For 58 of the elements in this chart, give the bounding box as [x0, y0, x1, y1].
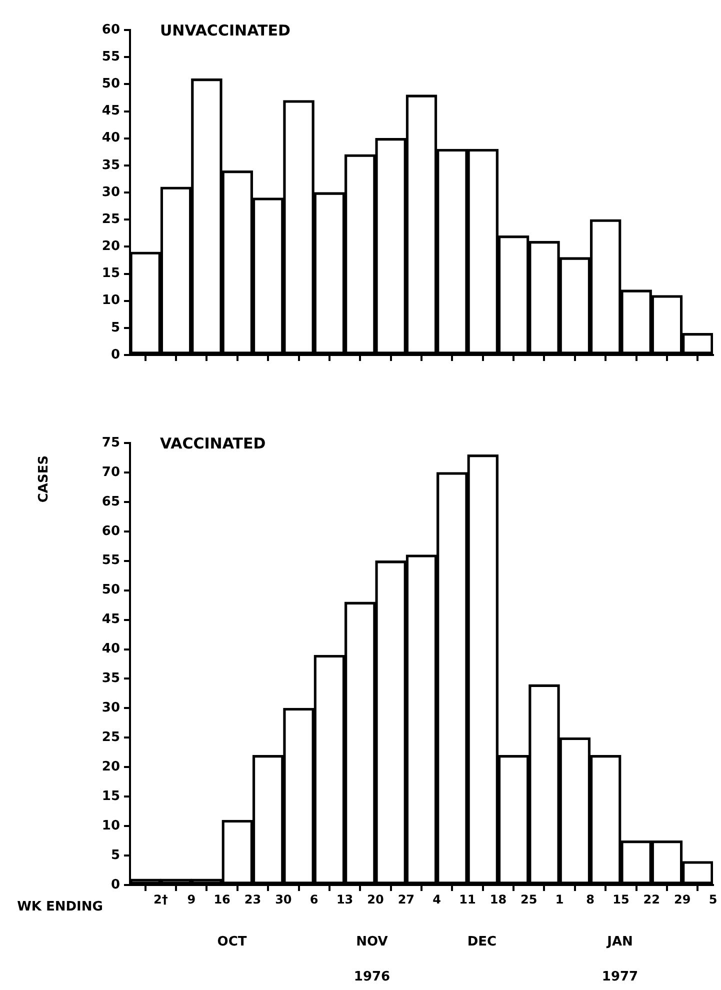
y-tick-label: 50 [102, 582, 120, 598]
text: 1977 [602, 969, 638, 984]
x-tick-label: 15 [612, 892, 630, 906]
x-tick-label: 27 [398, 892, 415, 906]
y-tick-label: 15 [102, 788, 120, 804]
y-tick-label: 5 [110, 848, 120, 863]
x-tick-label: 11 [459, 892, 476, 906]
y-tick-label: 15 [102, 266, 120, 282]
text: JAN [606, 934, 633, 950]
x-tick-label: 2† [154, 892, 168, 906]
y-tick-label: 55 [102, 553, 120, 568]
y-tick-label: 40 [102, 642, 120, 657]
y-tick-label: 75 [102, 435, 120, 450]
y-tick-label: 0 [110, 347, 120, 362]
x-tick-label: 23 [244, 892, 262, 906]
y-axis-title: CASES [36, 455, 52, 503]
x-tick-label: 9 [187, 892, 196, 906]
x-tick-label: 29 [674, 892, 691, 906]
x-tick-label: 4 [432, 892, 442, 906]
x-tick-label: 25 [520, 892, 538, 906]
y-tick-label: 55 [102, 49, 120, 64]
text: WK ENDING [17, 899, 103, 914]
y-tick-label: 35 [102, 158, 120, 173]
y-tick-label: 10 [102, 293, 120, 308]
text: DEC [467, 934, 497, 950]
x-tick-label: 18 [490, 892, 507, 906]
x-tick-label: 16 [214, 892, 230, 906]
y-tick-label: 30 [102, 700, 120, 716]
text: OCT [217, 934, 247, 950]
y-tick-label: 35 [102, 671, 120, 686]
y-tick-label: 0 [110, 877, 120, 892]
x-tick-label: 1 [555, 892, 564, 906]
y-tick-label: 40 [102, 130, 120, 146]
y-tick-label: 5 [110, 320, 120, 336]
y-tick-label: 70 [102, 464, 120, 480]
chart-title: UNVACCINATED [160, 21, 290, 40]
y-tick-label: 60 [102, 524, 120, 539]
y-tick-label: 65 [102, 494, 120, 510]
x-tick-label: 30 [275, 892, 292, 906]
x-tick-label: 8 [586, 892, 594, 906]
y-tick-label: 50 [102, 76, 120, 92]
x-tick-label: 20 [367, 892, 384, 906]
y-tick-label: 45 [102, 104, 120, 119]
x-tick-label: 6 [310, 892, 318, 906]
y-tick-label: 60 [102, 22, 120, 38]
x-tick-label: 5 [708, 892, 718, 906]
y-tick-label: 45 [102, 612, 120, 628]
y-tick-label: 25 [102, 212, 120, 227]
x-tick-label: 13 [336, 892, 354, 906]
y-tick-label: 10 [102, 818, 120, 834]
y-tick-label: 20 [102, 760, 120, 775]
chart-title: VACCINATED [160, 434, 266, 452]
y-tick-label: 30 [102, 184, 120, 200]
y-tick-label: 20 [102, 239, 120, 254]
text: 1976 [354, 969, 390, 984]
x-tick-label: 22 [643, 892, 660, 906]
y-tick-label: 25 [102, 730, 120, 746]
text: NOV [356, 934, 388, 950]
